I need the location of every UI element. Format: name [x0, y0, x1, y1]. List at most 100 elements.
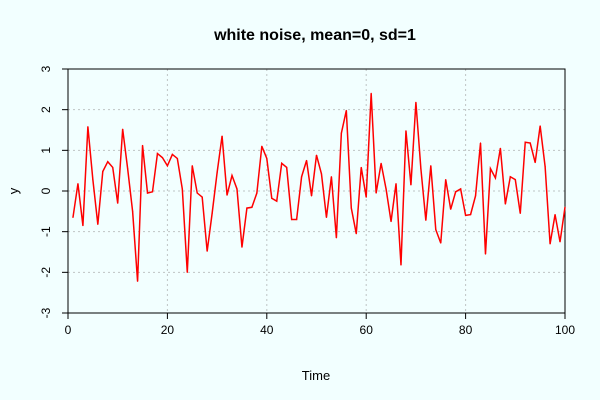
data-point [474, 195, 477, 197]
data-point [261, 145, 263, 147]
data-point [494, 177, 497, 179]
data-point [151, 191, 154, 193]
data-point [122, 128, 124, 130]
data-point [445, 179, 447, 181]
data-point [450, 208, 452, 210]
data-point [171, 153, 173, 155]
data-point [136, 280, 139, 282]
data-point [504, 203, 506, 205]
data-point [117, 202, 119, 204]
data-point [82, 224, 84, 227]
data-point [251, 206, 253, 208]
data-point [430, 165, 432, 167]
data-point [241, 246, 243, 248]
data-point [509, 176, 511, 178]
data-point [405, 130, 407, 132]
data-points [72, 92, 566, 282]
data-point [300, 176, 303, 178]
y-tick-label: -3 [39, 307, 53, 318]
data-point [236, 188, 238, 190]
data-point [176, 157, 178, 160]
data-point [375, 192, 377, 194]
data-point [87, 126, 89, 128]
data-point [281, 162, 283, 164]
data-point [544, 166, 546, 168]
data-point [479, 142, 482, 144]
x-axis: 0 20 40 60 80 100 [65, 313, 575, 337]
data-point [554, 213, 556, 216]
data-point [559, 241, 561, 243]
data-point [107, 161, 109, 163]
data-point [146, 192, 149, 194]
data-point [127, 168, 129, 170]
data-point [231, 174, 233, 177]
data-point [221, 135, 223, 137]
data-point [141, 144, 144, 147]
data-point [415, 101, 417, 103]
data-point [395, 183, 397, 185]
chart-title: white noise, mean=0, sd=1 [213, 27, 416, 44]
data-point [489, 168, 492, 170]
data-point [305, 159, 308, 162]
data-point [519, 212, 521, 214]
data-point [435, 229, 437, 231]
x-tick-label: 80 [459, 323, 473, 337]
data-point [201, 196, 203, 198]
y-tick-label: -2 [39, 267, 53, 278]
y-tick-label: 1 [39, 147, 53, 154]
data-point [345, 109, 347, 112]
data-point [77, 183, 79, 185]
data-point [455, 191, 457, 193]
data-point [514, 179, 516, 181]
data-point [420, 168, 422, 170]
data-point [291, 218, 293, 221]
data-point [499, 147, 501, 149]
data-point [400, 264, 402, 266]
data-point [226, 194, 228, 196]
data-point [440, 242, 442, 244]
y-axis: -3 -2 -1 0 1 2 3 [39, 65, 68, 318]
x-tick-label: 20 [161, 323, 175, 337]
data-point [534, 161, 536, 164]
data-point [246, 207, 248, 209]
data-point [549, 243, 551, 245]
data-point [72, 216, 74, 219]
data-point [97, 223, 99, 225]
data-point [539, 125, 541, 127]
data-point [325, 216, 328, 219]
y-tick-label: 0 [39, 187, 53, 194]
data-point [529, 142, 531, 144]
data-point [524, 141, 526, 143]
data-point [335, 237, 337, 239]
data-point [310, 195, 313, 197]
data-point [390, 220, 392, 223]
data-point [484, 253, 487, 255]
data-point [286, 166, 288, 169]
data-point [156, 152, 159, 155]
data-point [380, 162, 382, 164]
data-point [365, 196, 367, 198]
data-point [166, 165, 168, 167]
data-point [360, 166, 362, 169]
data-point [340, 132, 342, 134]
data-point [385, 188, 387, 190]
data-point [102, 170, 104, 173]
data-point [355, 233, 357, 235]
data-point [256, 192, 258, 194]
data-point [266, 157, 268, 160]
data-point [196, 192, 198, 194]
data-point [191, 165, 193, 167]
data-point [320, 173, 323, 175]
data-point [410, 184, 412, 186]
series-line [72, 93, 566, 282]
x-tick-label: 60 [360, 323, 374, 337]
x-tick-label: 100 [555, 323, 575, 337]
data-point [216, 172, 218, 174]
data-point [276, 200, 278, 202]
x-tick-label: 40 [260, 323, 274, 337]
data-point [161, 157, 164, 159]
data-point [132, 210, 134, 212]
data-point [211, 212, 213, 214]
